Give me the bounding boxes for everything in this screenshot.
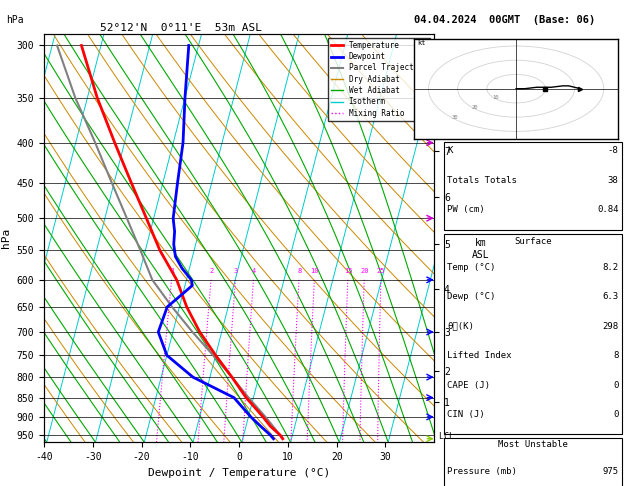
Text: 4: 4 (252, 268, 256, 274)
Text: 298: 298 (603, 322, 618, 331)
Text: 10: 10 (493, 95, 499, 100)
Text: 0: 0 (613, 381, 618, 390)
Legend: Temperature, Dewpoint, Parcel Trajectory, Dry Adiabat, Wet Adiabat, Isotherm, Mi: Temperature, Dewpoint, Parcel Trajectory… (328, 38, 430, 121)
Text: 25: 25 (377, 268, 386, 274)
Text: Dewp (°C): Dewp (°C) (447, 293, 496, 301)
Text: LCL: LCL (434, 433, 454, 441)
Text: Temp (°C): Temp (°C) (447, 263, 496, 272)
Text: 38: 38 (608, 175, 618, 185)
Bar (443, 234, 622, 434)
Text: Lifted Index: Lifted Index (447, 351, 512, 360)
Text: kt: kt (417, 39, 425, 46)
Text: 3: 3 (234, 268, 238, 274)
Text: Most Unstable: Most Unstable (498, 440, 568, 450)
Text: 20: 20 (472, 104, 479, 110)
Text: 20: 20 (360, 268, 369, 274)
Text: CAPE (J): CAPE (J) (447, 381, 491, 390)
Title: 52°12'N  0°11'E  53m ASL: 52°12'N 0°11'E 53m ASL (99, 23, 262, 33)
Text: 10: 10 (310, 268, 319, 274)
Text: 15: 15 (344, 268, 352, 274)
Text: 6.3: 6.3 (603, 293, 618, 301)
Bar (443, 438, 622, 486)
Bar (443, 142, 622, 230)
Text: 1: 1 (170, 268, 174, 274)
Text: 2: 2 (209, 268, 214, 274)
Y-axis label: km
ASL: km ASL (472, 238, 489, 260)
X-axis label: Dewpoint / Temperature (°C): Dewpoint / Temperature (°C) (148, 468, 330, 478)
Text: 0: 0 (613, 410, 618, 419)
Text: 30: 30 (452, 115, 458, 120)
Text: Surface: Surface (514, 237, 552, 245)
Y-axis label: hPa: hPa (1, 228, 11, 248)
Text: 04.04.2024  00GMT  (Base: 06): 04.04.2024 00GMT (Base: 06) (414, 15, 595, 25)
Text: θᴄ(K): θᴄ(K) (447, 322, 474, 331)
Text: PW (cm): PW (cm) (447, 205, 485, 214)
Text: 0.84: 0.84 (597, 205, 618, 214)
Text: -8: -8 (608, 146, 618, 156)
Text: K: K (447, 146, 453, 156)
Text: 975: 975 (603, 467, 618, 476)
Text: hPa: hPa (6, 15, 24, 25)
Text: Pressure (mb): Pressure (mb) (447, 467, 517, 476)
Text: 8.2: 8.2 (603, 263, 618, 272)
Text: 8: 8 (613, 351, 618, 360)
Text: 8: 8 (297, 268, 301, 274)
Text: Totals Totals: Totals Totals (447, 175, 517, 185)
Text: CIN (J): CIN (J) (447, 410, 485, 419)
